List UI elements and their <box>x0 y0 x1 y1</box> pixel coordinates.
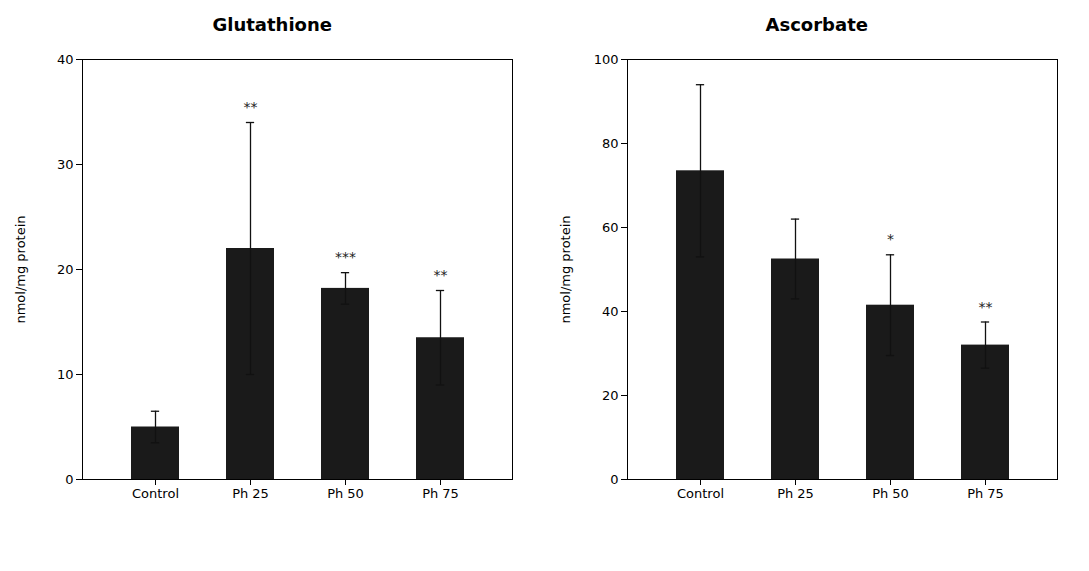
svg-text:Ph 75: Ph 75 <box>967 486 1004 501</box>
html-text:Glutathione: Glutathione <box>212 14 332 35</box>
svg-text:nmol/mg protein: nmol/mg protein <box>13 215 28 323</box>
svg-text:**: ** <box>978 299 992 315</box>
svg-text:20: 20 <box>602 388 619 403</box>
svg-text:10: 10 <box>57 367 74 382</box>
svg-text:**: ** <box>244 99 258 115</box>
svg-text:**: ** <box>434 267 448 283</box>
svg-text:60: 60 <box>602 220 619 235</box>
svg-text:Control: Control <box>132 486 179 501</box>
svg-text:Ph 75: Ph 75 <box>422 486 459 501</box>
svg-text:30: 30 <box>57 157 74 172</box>
svg-text:Ph 25: Ph 25 <box>232 486 269 501</box>
svg-text:***: *** <box>335 249 356 265</box>
svg-text:40: 40 <box>57 52 74 67</box>
svg-text:Control: Control <box>677 486 724 501</box>
svg-text:0: 0 <box>65 472 73 487</box>
svg-text:Ph 50: Ph 50 <box>327 486 364 501</box>
svg-text:0: 0 <box>610 472 618 487</box>
svg-text:Ph 50: Ph 50 <box>872 486 909 501</box>
svg-text:nmol/mg protein: nmol/mg protein <box>557 215 572 323</box>
svg-text:20: 20 <box>57 262 74 277</box>
html-text:Ascorbate: Ascorbate <box>765 14 868 35</box>
svg-text:80: 80 <box>602 136 619 151</box>
svg-text:40: 40 <box>602 304 619 319</box>
svg-text:Ph 25: Ph 25 <box>777 486 814 501</box>
svg-text:100: 100 <box>593 52 618 67</box>
svg-text:*: * <box>887 231 894 247</box>
